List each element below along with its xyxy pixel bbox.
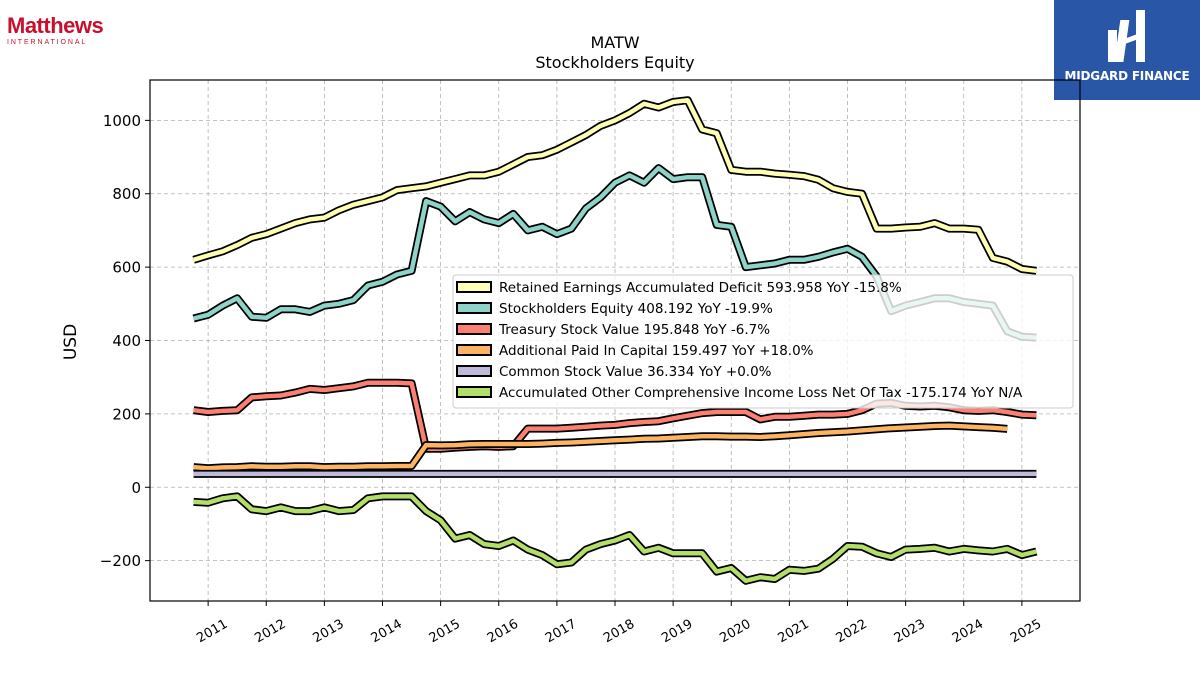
midgard-finance-logo: MIDGARD FINANCE <box>1054 0 1200 100</box>
legend: Retained Earnings Accumulated Deficit 59… <box>452 274 1074 409</box>
x-tick-label: 2021 <box>776 617 812 647</box>
legend-entry-label: Accumulated Other Comprehensive Income L… <box>499 385 1023 401</box>
series-line <box>193 423 1008 471</box>
x-tick-label: 2019 <box>659 617 695 647</box>
series-lines <box>192 96 1038 585</box>
logo-subtitle: INTERNATIONAL <box>7 39 88 46</box>
legend-entry-label: Retained Earnings Accumulated Deficit 59… <box>499 280 902 296</box>
x-tick-label: 2025 <box>1008 617 1044 647</box>
y-tick-label: 0 <box>131 479 141 497</box>
legend-entry-label: Stockholders Equity 408.192 YoY -19.9% <box>499 301 773 317</box>
series-line <box>192 97 1037 274</box>
legend-entry-label: Treasury Stock Value 195.848 YoY -6.7% <box>498 322 770 338</box>
legend-entry-label: Additional Paid In Capital 159.497 YoY +… <box>499 343 814 359</box>
y-tick-label: 400 <box>112 332 141 350</box>
x-tick-label: 2022 <box>834 617 870 647</box>
x-tick-label: 2020 <box>717 617 753 647</box>
x-tick-label: 2011 <box>194 617 230 647</box>
chart-title: MATW <box>590 33 639 52</box>
matthews-logo: Matthews INTERNATIONAL <box>7 14 117 54</box>
series-line <box>193 494 1037 584</box>
x-tick-label: 2015 <box>427 617 463 647</box>
x-tick-label: 2013 <box>311 617 347 647</box>
y-tick-label: 200 <box>112 405 141 423</box>
legend-box <box>452 274 1074 409</box>
y-tick-label: 1000 <box>103 112 141 130</box>
y-axis-ticks: −200 0 200 400 600 800 1000 <box>100 112 150 570</box>
x-tick-label: 2012 <box>252 617 288 647</box>
legend-swatch <box>456 323 492 335</box>
x-tick-label: 2017 <box>543 617 579 647</box>
x-tick-label: 2018 <box>601 617 637 647</box>
legend-swatch <box>456 344 492 356</box>
chart-subtitle: Stockholders Equity <box>535 53 694 72</box>
x-tick-label: 2024 <box>950 617 986 647</box>
x-axis-ticks: 2011 2012 2013 2014 2015 2016 2017 2018 2019 2020… <box>194 601 1044 646</box>
midgard-emblem-icon <box>1108 10 1145 62</box>
x-tick-label: 2023 <box>892 617 928 647</box>
x-tick-label: 2014 <box>369 617 405 647</box>
legend-swatch <box>456 365 492 377</box>
y-tick-label: 600 <box>112 259 141 277</box>
series-line-outline <box>193 421 1008 473</box>
legend-swatch <box>456 302 492 314</box>
legend-swatch <box>456 386 492 398</box>
x-tick-label: 2016 <box>485 617 521 647</box>
logo-wordmark: Matthews <box>7 13 104 38</box>
logo-brand-text: MIDGARD FINANCE <box>1064 69 1190 83</box>
y-axis-label: USD <box>61 324 81 360</box>
y-tick-label: −200 <box>100 552 141 570</box>
legend-entry-label: Common Stock Value 36.334 YoY +0.0% <box>499 364 772 380</box>
y-tick-label: 800 <box>112 185 141 203</box>
legend-swatch <box>456 281 492 293</box>
